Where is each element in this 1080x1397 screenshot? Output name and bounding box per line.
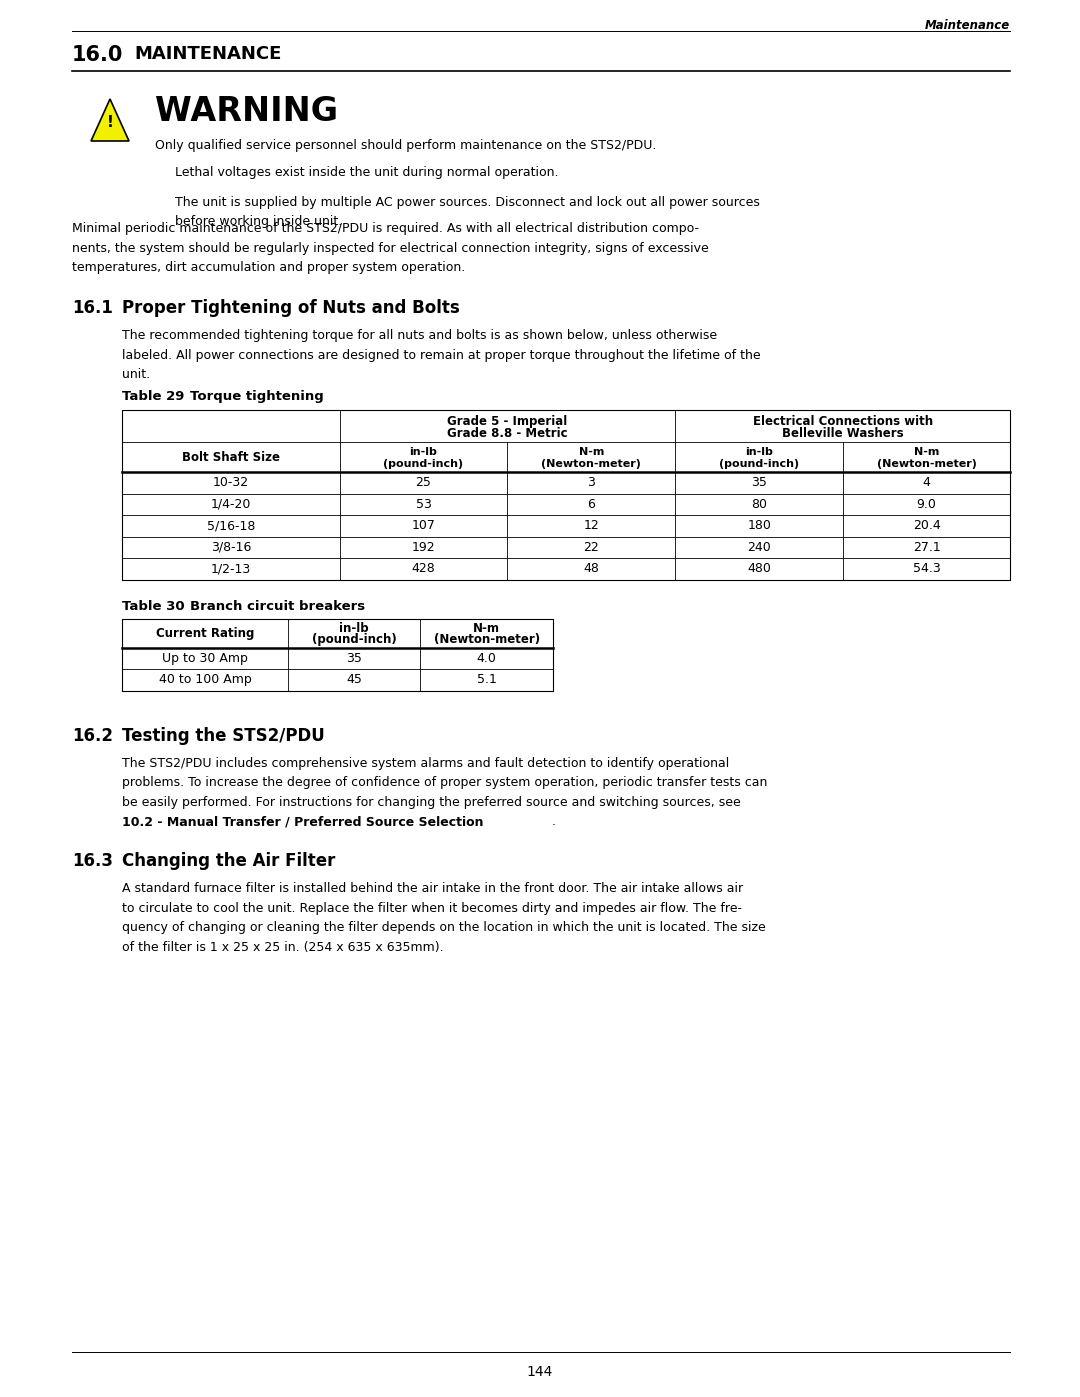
Text: 428: 428 xyxy=(411,562,435,576)
Text: .: . xyxy=(552,814,556,828)
Text: Electrical Connections with: Electrical Connections with xyxy=(753,415,933,427)
Text: problems. To increase the degree of confidence of proper system operation, perio: problems. To increase the degree of conf… xyxy=(122,775,768,789)
Text: Up to 30 Amp: Up to 30 Amp xyxy=(162,652,247,665)
Text: Lethal voltages exist inside the unit during normal operation.: Lethal voltages exist inside the unit du… xyxy=(175,166,558,179)
Text: Proper Tightening of Nuts and Bolts: Proper Tightening of Nuts and Bolts xyxy=(122,299,460,317)
Text: temperatures, dirt accumulation and proper system operation.: temperatures, dirt accumulation and prop… xyxy=(72,261,465,274)
Text: WARNING: WARNING xyxy=(156,95,338,129)
Text: !: ! xyxy=(107,115,113,130)
Bar xyxy=(122,409,1010,580)
Text: 54.3: 54.3 xyxy=(913,562,941,576)
Text: Table 29: Table 29 xyxy=(122,390,185,402)
Text: (Newton-meter): (Newton-meter) xyxy=(541,458,642,468)
Text: 107: 107 xyxy=(411,520,435,532)
Text: 10.2 - Manual Transfer / Preferred Source Selection: 10.2 - Manual Transfer / Preferred Sourc… xyxy=(122,814,484,828)
Text: quency of changing or cleaning the filter depends on the location in which the u: quency of changing or cleaning the filte… xyxy=(122,921,766,935)
Text: in-lb: in-lb xyxy=(339,622,369,634)
Text: labeled. All power connections are designed to remain at proper torque throughou: labeled. All power connections are desig… xyxy=(122,348,760,362)
Text: 25: 25 xyxy=(416,476,431,489)
Text: 6: 6 xyxy=(588,497,595,511)
Text: 35: 35 xyxy=(752,476,767,489)
Text: 4.0: 4.0 xyxy=(476,652,497,665)
Text: Current Rating: Current Rating xyxy=(156,626,254,640)
Text: (Newton-meter): (Newton-meter) xyxy=(433,633,540,645)
Text: 16.3: 16.3 xyxy=(72,852,113,870)
Text: 48: 48 xyxy=(583,562,599,576)
Text: Table 30: Table 30 xyxy=(122,599,185,612)
Text: 4: 4 xyxy=(922,476,931,489)
Text: Testing the STS2/PDU: Testing the STS2/PDU xyxy=(122,726,325,745)
Text: unit.: unit. xyxy=(122,367,150,381)
Text: Branch circuit breakers: Branch circuit breakers xyxy=(190,599,365,612)
Text: 10-32: 10-32 xyxy=(213,476,248,489)
Text: 1/2-13: 1/2-13 xyxy=(211,562,251,576)
Text: 16.1: 16.1 xyxy=(72,299,113,317)
Text: 240: 240 xyxy=(747,541,771,553)
Text: in-lb: in-lb xyxy=(745,447,773,457)
Text: before working inside unit.: before working inside unit. xyxy=(175,215,342,228)
Text: 180: 180 xyxy=(747,520,771,532)
Text: 20.4: 20.4 xyxy=(913,520,941,532)
Text: Changing the Air Filter: Changing the Air Filter xyxy=(122,852,336,870)
Text: (pound-inch): (pound-inch) xyxy=(312,633,396,645)
Text: be easily performed. For instructions for changing the preferred source and swit: be easily performed. For instructions fo… xyxy=(122,795,741,809)
Text: (pound-inch): (pound-inch) xyxy=(719,458,799,468)
Text: MAINTENANCE: MAINTENANCE xyxy=(134,45,282,63)
Text: of the filter is 1 x 25 x 25 in. (254 x 635 x 635mm).: of the filter is 1 x 25 x 25 in. (254 x … xyxy=(122,940,444,954)
Text: (pound-inch): (pound-inch) xyxy=(383,458,463,468)
Text: 35: 35 xyxy=(347,652,362,665)
Text: 80: 80 xyxy=(751,497,767,511)
Text: 9.0: 9.0 xyxy=(917,497,936,511)
Text: 16.2: 16.2 xyxy=(72,726,113,745)
Text: Bolt Shaft Size: Bolt Shaft Size xyxy=(181,450,280,464)
Text: N-m: N-m xyxy=(914,447,940,457)
Text: 5.1: 5.1 xyxy=(476,673,497,686)
Text: 12: 12 xyxy=(583,520,599,532)
Text: (Newton-meter): (Newton-meter) xyxy=(877,458,976,468)
Text: 27.1: 27.1 xyxy=(913,541,941,553)
Text: 16.0: 16.0 xyxy=(72,45,123,66)
Text: N-m: N-m xyxy=(473,622,500,634)
Text: in-lb: in-lb xyxy=(409,447,437,457)
Text: Belleville Washers: Belleville Washers xyxy=(782,426,904,440)
Text: 53: 53 xyxy=(416,497,431,511)
Text: The recommended tightening torque for all nuts and bolts is as shown below, unle: The recommended tightening torque for al… xyxy=(122,330,717,342)
Text: Torque tightening: Torque tightening xyxy=(190,390,324,402)
Text: 192: 192 xyxy=(411,541,435,553)
Text: The STS2/PDU includes comprehensive system alarms and fault detection to identif: The STS2/PDU includes comprehensive syst… xyxy=(122,757,729,770)
Text: 1/4-20: 1/4-20 xyxy=(211,497,251,511)
Text: Minimal periodic maintenance of the STS2/PDU is required. As with all electrical: Minimal periodic maintenance of the STS2… xyxy=(72,222,699,235)
Text: 3/8-16: 3/8-16 xyxy=(211,541,251,553)
Text: The unit is supplied by multiple AC power sources. Disconnect and lock out all p: The unit is supplied by multiple AC powe… xyxy=(175,196,760,208)
Text: Grade 5 - Imperial: Grade 5 - Imperial xyxy=(447,415,567,427)
Text: 3: 3 xyxy=(588,476,595,489)
Text: 45: 45 xyxy=(347,673,362,686)
Text: Maintenance: Maintenance xyxy=(924,20,1010,32)
Text: 480: 480 xyxy=(747,562,771,576)
Text: A standard furnace filter is installed behind the air intake in the front door. : A standard furnace filter is installed b… xyxy=(122,882,743,895)
Text: 22: 22 xyxy=(583,541,599,553)
Text: 40 to 100 Amp: 40 to 100 Amp xyxy=(159,673,252,686)
Bar xyxy=(122,619,553,690)
Text: Only qualified service personnel should perform maintenance on the STS2/PDU.: Only qualified service personnel should … xyxy=(156,138,657,152)
Text: 144: 144 xyxy=(527,1365,553,1379)
Polygon shape xyxy=(91,99,129,141)
Text: Grade 8.8 - Metric: Grade 8.8 - Metric xyxy=(447,426,568,440)
Text: 5/16-18: 5/16-18 xyxy=(206,520,255,532)
Text: N-m: N-m xyxy=(579,447,604,457)
Text: nents, the system should be regularly inspected for electrical connection integr: nents, the system should be regularly in… xyxy=(72,242,708,254)
Text: to circulate to cool the unit. Replace the filter when it becomes dirty and impe: to circulate to cool the unit. Replace t… xyxy=(122,901,742,915)
